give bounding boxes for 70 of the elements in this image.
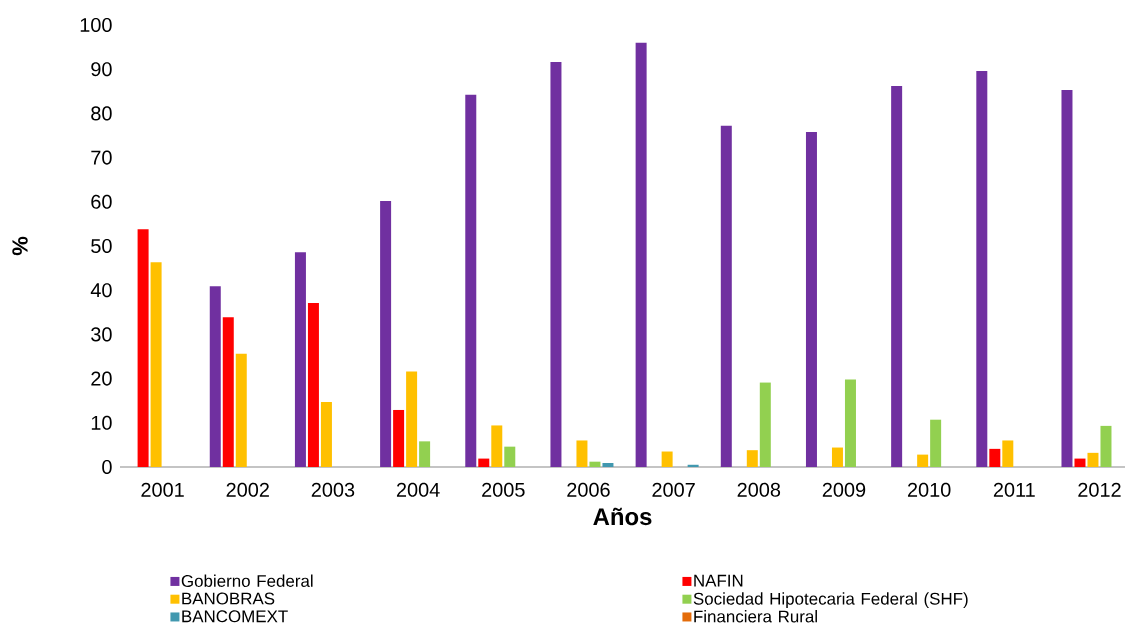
bar: [491, 425, 503, 467]
x-tick-label: 2007: [652, 482, 695, 497]
bar: [380, 200, 392, 467]
y-tick-label: 10: [91, 415, 112, 430]
bar: [1061, 89, 1073, 467]
bar: [504, 446, 516, 467]
bar: [550, 62, 562, 467]
x-tick-label: 2008: [737, 482, 781, 497]
bar: [1087, 452, 1099, 467]
bar: [150, 262, 162, 467]
x-tick-label: 2003: [311, 482, 355, 497]
legend-label: BANCOMEXT: [182, 610, 288, 623]
y-axis-title: %: [12, 236, 28, 256]
legend-label: BANOBRAS: [182, 592, 275, 605]
bar: [746, 450, 758, 467]
bar: [419, 441, 431, 467]
y-tick-label: 90: [91, 62, 112, 77]
y-tick-label: 100: [80, 17, 112, 33]
bar: [465, 94, 477, 467]
bar: [1074, 458, 1086, 467]
y-tick-label: 20: [91, 371, 112, 386]
legend-label: Financiera Rural: [694, 610, 817, 623]
bar: [307, 303, 319, 467]
bar: [320, 402, 332, 467]
bar: [844, 379, 856, 467]
y-tick-label: 60: [91, 194, 112, 209]
bar: [576, 440, 588, 467]
bar: [478, 458, 490, 467]
legend-label: Sociedad Hipotecaria Federal (SHF): [693, 592, 968, 609]
x-tick-label: 2009: [822, 482, 866, 497]
bar: [989, 448, 1001, 467]
bar: [1100, 425, 1112, 467]
bar: [635, 42, 647, 467]
bar: [976, 70, 988, 467]
y-tick-label: 40: [90, 283, 112, 298]
x-tick-label: 2006: [567, 482, 610, 497]
bar: [917, 454, 929, 467]
bar: [209, 286, 221, 467]
x-tick-label: 2010: [907, 482, 951, 497]
bar: [294, 252, 306, 467]
bar: [589, 461, 601, 467]
legend-label: Gobierno Federal: [181, 574, 313, 587]
y-tick-label: 30: [91, 327, 112, 342]
bar: [831, 447, 843, 467]
bar: [687, 464, 699, 467]
bar: [602, 463, 614, 467]
bar: [930, 419, 942, 467]
y-tick-label: 0: [102, 459, 112, 475]
legend-label: NAFIN: [694, 574, 743, 587]
x-tick-label: 2011: [993, 482, 1035, 497]
y-tick-label: 50: [91, 238, 112, 254]
bar: [759, 382, 771, 467]
bar: [137, 229, 149, 467]
bar: [222, 317, 234, 467]
y-tick-label: 80: [91, 106, 112, 121]
bar: [805, 131, 817, 467]
x-tick-label: 2002: [226, 482, 269, 497]
bar: [891, 85, 903, 467]
bar: [1002, 440, 1014, 467]
bar: [720, 125, 732, 467]
bar: [661, 451, 673, 467]
x-tick-label: 2001: [141, 482, 184, 497]
x-tick-label: 2012: [1078, 482, 1121, 497]
y-tick-label: 70: [91, 150, 112, 165]
x-tick-label: 2004: [396, 482, 440, 497]
bar: [235, 353, 247, 467]
x-tick-label: 2005: [482, 482, 525, 497]
bar: [406, 371, 418, 467]
x-axis-title: Años: [593, 507, 652, 526]
bar: [393, 409, 405, 467]
